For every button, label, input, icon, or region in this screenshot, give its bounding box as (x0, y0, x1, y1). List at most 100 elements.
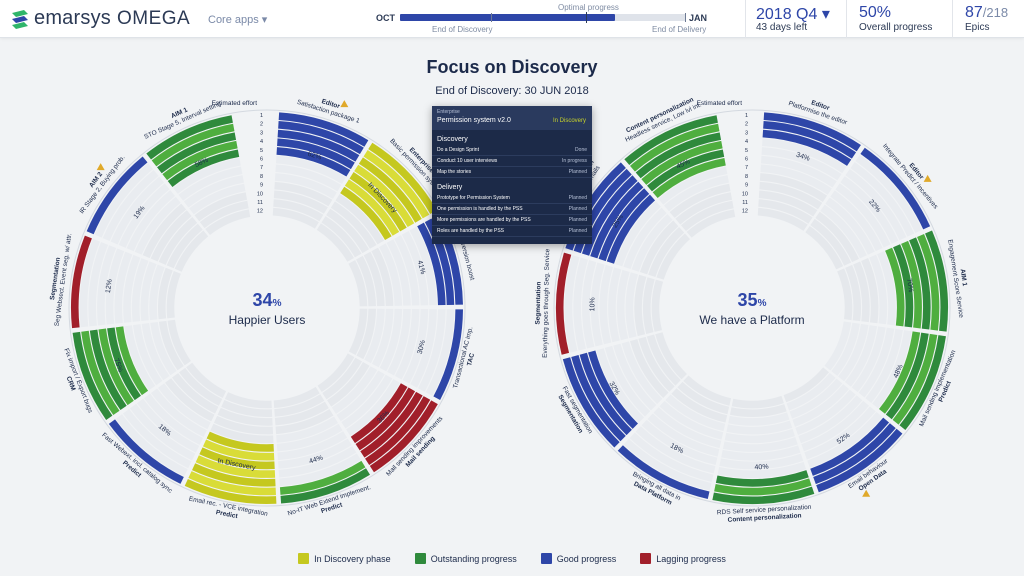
ring-segment-band (102, 169, 159, 242)
effort-scale-tick: 9 (260, 183, 263, 189)
ring-segment-band (157, 132, 237, 174)
ring-segment-band (717, 461, 807, 478)
effort-scale-tick: 1 (260, 113, 263, 119)
ring-segment-band (146, 115, 233, 160)
warning-icon (340, 100, 349, 108)
ring-segment-band (273, 386, 320, 409)
ring-segment-band (760, 155, 837, 188)
ring-segment-band (623, 438, 712, 491)
legend-swatch (414, 553, 426, 564)
ring-segment-band (278, 121, 364, 155)
ring-segment-band (571, 355, 626, 442)
effort-scale-title: Estimated effort (697, 100, 743, 107)
segment-percent-label: 75% (112, 358, 124, 374)
ring-segment-band (394, 309, 420, 380)
ring-segment-band (815, 211, 859, 263)
ring-segment-band (664, 175, 729, 212)
timeline-marker-discovery (491, 13, 492, 22)
ring-segment-band (719, 453, 804, 470)
ring-segment-band (647, 413, 720, 457)
top-bar: emarsys OMEGA Core apps ▾ Optimal progre… (0, 0, 1024, 38)
effort-scale-tick: 5 (745, 148, 748, 154)
ring-segment-band (365, 396, 431, 465)
ring-segment-band (816, 428, 903, 493)
ring-segment-band (150, 321, 177, 376)
ring-segment-band (677, 381, 730, 415)
ring-segment-band (598, 188, 650, 262)
tooltip-status: In Discovery (552, 118, 586, 124)
segment-epic-label: Everything goes through Seg. Service (542, 248, 551, 358)
ring-segment-band (71, 235, 92, 329)
ring-segment-band (150, 210, 192, 262)
ring-segment-band (613, 343, 657, 411)
quarter-kpi[interactable]: 2018 Q4 ▾ 43 days left (745, 0, 846, 38)
segment-team-label: CRM (65, 375, 77, 391)
ring-segment-band (801, 400, 870, 452)
ring-segment-band (166, 270, 181, 319)
ring-segment-band (277, 129, 360, 162)
ring-segment-band (804, 406, 876, 460)
ring-segment-band (840, 176, 899, 244)
quarter-select[interactable]: 2018 Q4 ▾ (756, 6, 830, 23)
ring-segment-band (858, 327, 895, 398)
ring-segment-band (825, 197, 875, 255)
legend-item-discovery[interactable]: In Discovery phase (298, 553, 391, 564)
ring-segment-band (326, 208, 370, 254)
ring-segment-band (616, 269, 630, 341)
ring-segment-band (189, 183, 246, 215)
ring-segment-band (417, 222, 446, 306)
ring-segment-band (656, 233, 690, 280)
ring-segment-band (349, 172, 407, 232)
effort-scale-tick: 2 (745, 122, 748, 128)
ring-segment-band (813, 423, 896, 485)
effort-scale-tick: 4 (745, 139, 748, 145)
legend-item-good[interactable]: Good progress (540, 553, 616, 564)
ring-segment-band (273, 199, 324, 222)
ring-segment-band (279, 453, 361, 487)
ring-segment-band (275, 409, 334, 435)
legend-item-outstanding[interactable]: Outstanding progress (414, 553, 517, 564)
ring-2-percent: 35% (737, 290, 767, 310)
ring-segment-band (820, 204, 867, 259)
ring-segment-band (617, 445, 710, 499)
ring-segment-band (409, 226, 437, 306)
ring-segment-band (167, 149, 240, 187)
ring-segment-band (336, 370, 385, 422)
ring-segment-band (639, 220, 679, 275)
page-title: Focus on Discovery (426, 57, 598, 77)
legend-item-lagging[interactable]: Lagging progress (640, 553, 726, 564)
ring-segment-band (655, 332, 687, 380)
ring-outline (68, 109, 466, 507)
segment-team-label: Content personalization (727, 512, 801, 523)
ring-segment-band (331, 366, 378, 414)
ring-segment-band (763, 121, 857, 159)
ring-segment-band (722, 437, 798, 452)
effort-scale-tick: 3 (745, 130, 748, 136)
ring-segment-band (783, 367, 829, 403)
ring-segment-band (761, 147, 842, 181)
core-apps-menu[interactable]: Core apps ▾ (208, 14, 268, 26)
ring-segment-band (274, 173, 337, 199)
ring-segment-band (79, 238, 101, 328)
ring-segment-band (192, 463, 276, 487)
ring-segment-band (728, 412, 790, 426)
ring-segment-band (276, 147, 351, 177)
ring-segment-band (348, 260, 368, 307)
ring-segment-band (165, 378, 215, 422)
timeline-milestone-discovery: End of Discovery (432, 25, 493, 34)
timeline-title: Optimal progress (558, 3, 619, 12)
ring-segment-band (625, 272, 639, 339)
timeline-marker-today (586, 12, 587, 23)
ring-segment-band (213, 415, 274, 435)
logo[interactable]: emarsys OMEGA (10, 7, 190, 30)
ring-segment-band (641, 419, 718, 466)
tooltip-task-row: Do a Design Sprint Done (432, 145, 592, 156)
effort-scale-tick: 6 (260, 157, 263, 163)
ring-segment-band (608, 267, 622, 343)
ring-segment-band (327, 361, 370, 407)
ring-segment-band (861, 258, 879, 324)
ring-segment-band (386, 239, 411, 306)
ring-segment-band (410, 309, 437, 388)
ring-segment-band (356, 308, 376, 360)
